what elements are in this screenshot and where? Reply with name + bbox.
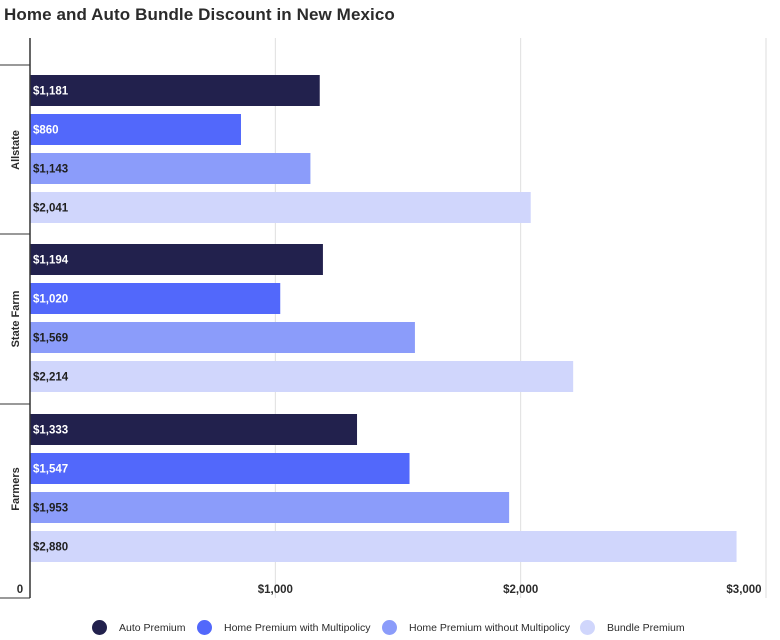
x-tick-label: $2,000 xyxy=(503,584,538,596)
legend-label: Auto Premium xyxy=(119,621,186,634)
category-label: Farmers xyxy=(10,467,22,510)
x-tick-label: $1,000 xyxy=(258,584,293,596)
legend-swatch xyxy=(580,620,595,635)
bar xyxy=(30,283,281,314)
legend-swatch xyxy=(197,620,212,635)
bar xyxy=(30,453,410,484)
bar xyxy=(30,322,415,353)
bar xyxy=(30,192,531,223)
chart-legend: Auto Premium Home Premium with Multipolic… xyxy=(0,620,780,640)
legend-label: Bundle Premium xyxy=(607,621,685,634)
bar-value-label: $1,569 xyxy=(33,333,68,345)
bar-value-label: $1,547 xyxy=(33,464,68,476)
legend-label: Home Premium without Multipolicy xyxy=(409,621,571,634)
category-label: Allstate xyxy=(10,130,22,170)
x-tick-label: $3,000 xyxy=(726,584,761,596)
category-label: State Farm xyxy=(10,290,22,347)
bar xyxy=(30,361,574,392)
bar-value-label: $1,953 xyxy=(33,503,68,515)
bar-value-label: $2,880 xyxy=(33,542,68,554)
bar xyxy=(30,75,320,106)
legend-item: Home Premium without Multipolicy xyxy=(382,620,570,635)
bar xyxy=(30,153,311,184)
bar-value-label: $1,333 xyxy=(33,425,68,437)
bar xyxy=(30,114,241,145)
bar-value-label: $860 xyxy=(33,125,59,137)
bar xyxy=(30,244,323,275)
bar-chart: $1,181 $860 $1,143 $2,041 Allstate $1,194 $1,0… xyxy=(0,38,767,599)
legend-item: Home Premium with Multipolicy xyxy=(197,620,370,635)
legend-label: Home Premium with Multipolicy xyxy=(224,621,371,634)
bar xyxy=(30,414,358,445)
bar-value-label: $2,214 xyxy=(33,372,69,384)
bar-value-label: $1,194 xyxy=(33,255,69,267)
legend-item: Bundle Premium xyxy=(580,620,685,635)
bar xyxy=(30,492,510,523)
bar xyxy=(30,531,737,562)
legend-item: Auto Premium xyxy=(92,620,186,635)
bar-value-label: $1,020 xyxy=(33,294,68,306)
bar-value-label: $1,143 xyxy=(33,164,68,176)
chart-title: Home and Auto Bundle Discount in New Mex… xyxy=(4,5,395,24)
x-tick-label: 0 xyxy=(17,584,23,596)
bar-value-label: $2,041 xyxy=(33,203,69,215)
legend-swatch xyxy=(382,620,397,635)
legend-swatch xyxy=(92,620,107,635)
bar-value-label: $1,181 xyxy=(33,86,69,98)
